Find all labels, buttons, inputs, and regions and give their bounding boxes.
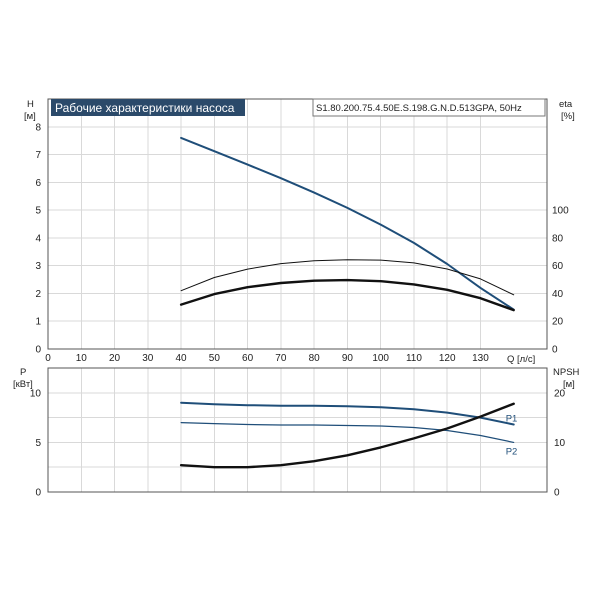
y-tick-label: 4 <box>35 233 41 244</box>
x-tick-label: 60 <box>242 353 254 364</box>
flow-axis-label: Q [л/с] <box>507 354 535 365</box>
head-axis-unit: [м] <box>24 111 36 122</box>
power-tick-label: 0 <box>35 488 41 499</box>
eta-tick-label: 40 <box>552 289 564 300</box>
x-tick-label: 80 <box>309 353 321 364</box>
x-tick-label: 40 <box>176 353 188 364</box>
npsh-axis-unit: [м] <box>563 379 575 390</box>
y-tick-label: 1 <box>35 317 41 328</box>
pump-model-box <box>312 98 546 117</box>
x-tick-label: 20 <box>109 353 121 364</box>
power-tick-label: 10 <box>30 388 42 399</box>
y-tick-label: 7 <box>35 150 41 161</box>
x-tick-label: 10 <box>76 353 88 364</box>
x-tick-label: 90 <box>342 353 354 364</box>
x-tick-label: 110 <box>406 353 422 364</box>
eta-axis-unit: [%] <box>561 111 575 122</box>
npsh-axis-label: NPSH <box>553 367 580 378</box>
npsh-tick-label: 20 <box>554 388 566 399</box>
x-tick-label: 70 <box>275 353 287 364</box>
power-axis-label: P <box>20 367 26 378</box>
power-tick-label: 5 <box>35 438 41 449</box>
y-tick-label: 5 <box>35 206 41 217</box>
npsh-curve <box>179 402 515 469</box>
y-tick-label: 3 <box>35 261 41 272</box>
y-tick-label: 6 <box>35 178 41 189</box>
power-axis-unit: [кВт] <box>13 379 33 390</box>
p1-label: P1 <box>506 414 518 425</box>
head-panel-frame <box>47 98 548 350</box>
head-axis-label: H <box>27 99 34 110</box>
p1-curve <box>180 401 515 426</box>
p2-curve <box>180 422 515 443</box>
pump-model-label: S1.80.200.75.4.50E.S.198.G.N.D.513GPA, 5… <box>316 103 522 114</box>
eta-curve <box>180 259 515 296</box>
chart-title-box <box>51 99 245 116</box>
npsh-tick-label: 10 <box>554 438 566 449</box>
x-tick-label: 30 <box>142 353 154 364</box>
y-tick-label: 2 <box>35 289 41 300</box>
eta-tick-label: 100 <box>552 206 569 217</box>
x-tick-label: 100 <box>372 353 389 364</box>
eta-axis-label: eta <box>559 99 573 110</box>
eta-tick-label: 0 <box>552 345 558 356</box>
chart-title: Рабочие характеристики насоса <box>55 101 235 115</box>
power-panel-frame <box>47 367 548 493</box>
p2-label: P2 <box>506 446 518 457</box>
eta-tick-label: 20 <box>552 317 564 328</box>
x-tick-label: 0 <box>45 353 51 364</box>
x-tick-label: 130 <box>472 353 489 364</box>
eta-tick-label: 80 <box>552 233 564 244</box>
y-tick-label: 8 <box>35 122 41 133</box>
x-tick-label: 120 <box>439 353 456 364</box>
eta-tick-label: 60 <box>552 261 564 272</box>
y-tick-label: 0 <box>35 345 41 356</box>
x-tick-label: 50 <box>209 353 221 364</box>
eta-p-curve <box>179 278 515 312</box>
npsh-tick-label: 0 <box>554 488 560 499</box>
